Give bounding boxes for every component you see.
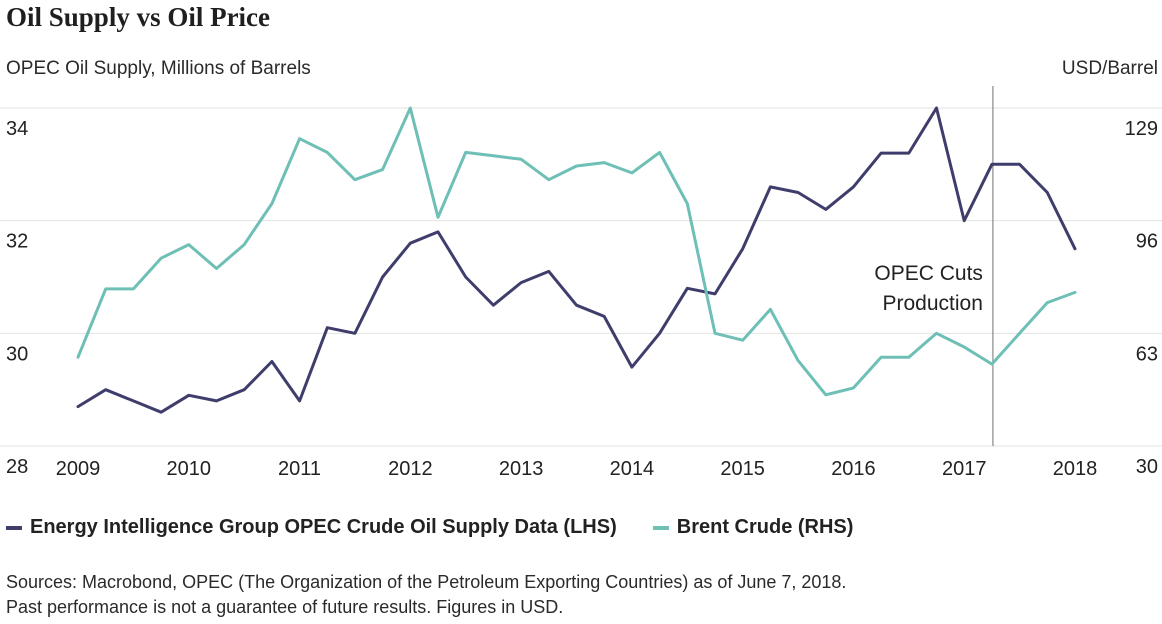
- right-tick-label-30: 30: [1136, 456, 1158, 478]
- right-tick-label-129: 129: [1125, 118, 1158, 140]
- left-axis-title: OPEC Oil Supply, Millions of Barrels: [6, 58, 311, 79]
- source-note: Sources: Macrobond, OPEC (The Organizati…: [6, 570, 846, 620]
- legend: Energy Intelligence Group OPEC Crude Oil…: [6, 516, 889, 539]
- left-tick-label-30: 30: [6, 343, 28, 365]
- chart-plot-area: 28 30 32 34 30 63 96 129 2009 2010 2011 2012 2013 201…: [0, 86, 1162, 480]
- x-tick-label-2015: 2015: [720, 458, 765, 480]
- left-tick-label-32: 32: [6, 231, 28, 253]
- x-tick-label-2016: 2016: [831, 458, 876, 480]
- chart-title: Oil Supply vs Oil Price: [6, 2, 271, 32]
- legend-swatch-opec-supply: [6, 525, 22, 530]
- annotation-text-line-2: Production: [883, 292, 983, 315]
- left-tick-label-28: 28: [6, 456, 28, 478]
- x-tick-label-2012: 2012: [388, 458, 433, 480]
- source-line-2: Past performance is not a guarantee of f…: [6, 597, 564, 617]
- annotation-text-line-1: OPEC Cuts: [874, 262, 983, 285]
- legend-item-brent: Brent Crude (RHS): [652, 516, 854, 539]
- x-tick-label-2014: 2014: [610, 458, 655, 480]
- legend-swatch-brent: [652, 525, 669, 530]
- series-line-opec-supply: [76, 106, 1077, 414]
- legend-item-opec-supply: Energy Intelligence Group OPEC Crude Oil…: [6, 516, 617, 539]
- series-line-brent-crude: [76, 106, 1077, 397]
- right-tick-label-96: 96: [1136, 231, 1158, 253]
- left-tick-label-34: 34: [6, 118, 28, 140]
- right-axis-title: USD/Barrel: [1061, 58, 1158, 79]
- x-tick-label-2011: 2011: [278, 458, 321, 480]
- x-tick-label-2018: 2018: [1053, 458, 1098, 480]
- source-line-1: Sources: Macrobond, OPEC (The Organizati…: [6, 572, 847, 592]
- legend-label-brent: Brent Crude (RHS): [676, 516, 854, 538]
- x-tick-label-2017: 2017: [942, 458, 987, 480]
- x-tick-label-2009: 2009: [56, 458, 101, 480]
- right-tick-label-63: 63: [1136, 343, 1158, 365]
- legend-label-opec-supply: Energy Intelligence Group OPEC Crude Oil…: [30, 516, 617, 538]
- x-tick-label-2010: 2010: [167, 458, 212, 480]
- x-tick-label-2013: 2013: [499, 458, 544, 480]
